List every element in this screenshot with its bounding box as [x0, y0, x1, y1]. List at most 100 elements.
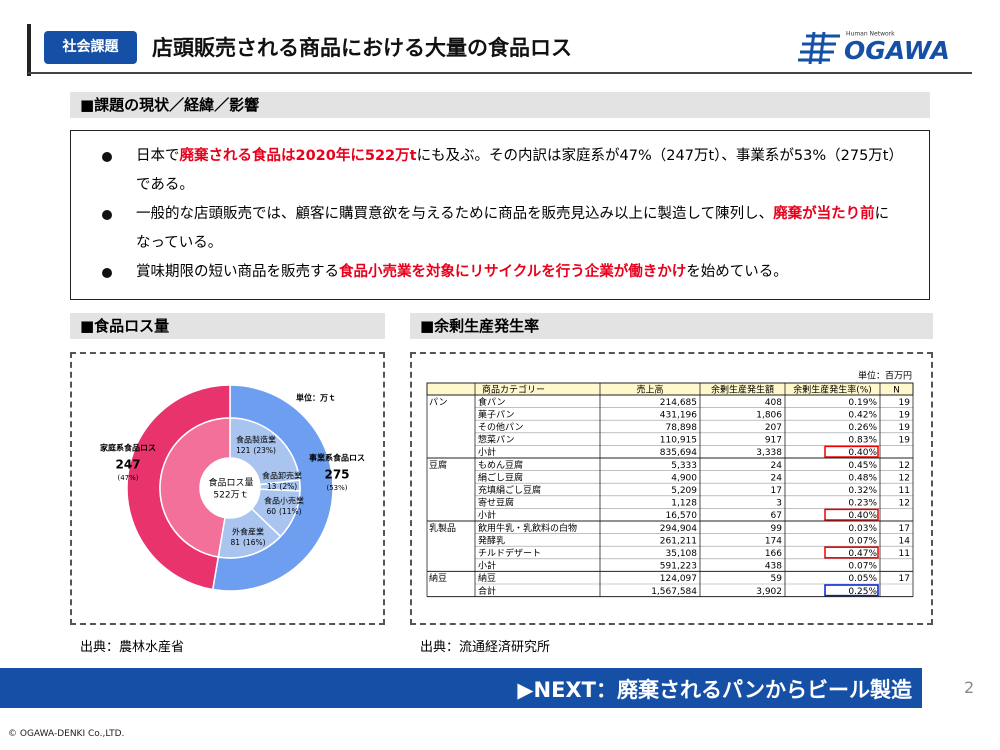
segment-share: (23%) — [253, 446, 276, 455]
source: 出典：流通経済研究所 — [420, 640, 551, 655]
cell: 1,128 — [671, 499, 697, 509]
copyright: © OGAWA-DENKI Co.,LTD. — [8, 729, 125, 739]
segment-label: 事業系食品ロス — [309, 453, 365, 463]
chart-frame — [70, 352, 385, 625]
issues-box — [70, 130, 930, 300]
cell: その他パン — [478, 421, 523, 433]
cell: 小計 — [478, 509, 496, 521]
cell: 5,209 — [671, 486, 697, 496]
cell: 0.32% — [848, 486, 877, 496]
segment-value: 60 — [266, 507, 276, 516]
cell: 0.26% — [848, 423, 877, 433]
cell: 67 — [771, 511, 782, 521]
cell: 11 — [899, 549, 910, 559]
header-cell: 余剰生産発生額 — [711, 384, 774, 396]
text: を始めている。 — [686, 264, 788, 280]
table-unit: 単位：百万円 — [858, 370, 912, 382]
cell: 19 — [899, 423, 911, 433]
cell: 78,898 — [666, 423, 698, 433]
cell: 124,097 — [660, 574, 697, 584]
section-heading: ■余剰生産発生率 — [410, 313, 933, 339]
donut-segment — [159, 417, 231, 558]
cell: 惣菜パン — [478, 434, 514, 446]
emphasis: 廃棄される食品は2020年に522万t — [179, 148, 417, 164]
title: 店頭販売される商品における大量の食品ロス — [152, 36, 572, 60]
cell: 0.07% — [848, 562, 877, 572]
cell: 35,108 — [666, 549, 698, 559]
emphasis: 廃棄が当たり前 — [773, 206, 875, 222]
table-frame — [410, 352, 933, 625]
source: 出典：農林水産省 — [80, 640, 185, 655]
cell: 214,685 — [660, 398, 697, 408]
cell: 591,223 — [660, 562, 697, 572]
logo-small: Human Network — [846, 31, 895, 38]
cell: 19 — [899, 410, 911, 420]
text: 一般的な店頭販売では、顧客に購買意欲を与えるために商品を販売見込み以上に製造して… — [136, 206, 774, 222]
highlight-box — [824, 445, 879, 458]
cell: 4,900 — [671, 473, 697, 483]
segment-value: 121 — [236, 446, 251, 455]
cell: 寄せ豆腐 — [478, 497, 514, 509]
cell: 17 — [899, 524, 910, 534]
header-cell: N — [893, 386, 900, 396]
center-label: 食品ロス量 — [208, 477, 253, 489]
text: 日本で — [136, 148, 180, 164]
segment-label: 家庭系食品ロス — [100, 443, 156, 453]
cell: 12 — [899, 461, 910, 471]
cell: 261,211 — [660, 536, 697, 546]
cell: 食パン — [478, 396, 505, 408]
segment-share: (16%) — [243, 538, 266, 547]
tag: 社会課題 — [44, 31, 137, 64]
cell: 12 — [899, 473, 910, 483]
segment-value: 247 — [115, 458, 140, 472]
cell: 0.47% — [848, 549, 877, 559]
cell: 207 — [765, 423, 782, 433]
bullet: 一般的な店頭販売では、顧客に購買意欲を与えるために商品を販売見込み以上に製造して… — [100, 200, 900, 258]
segment-label: 食品製造業 — [236, 435, 276, 445]
cell: 0.45% — [848, 461, 877, 471]
cell: 納豆 — [478, 572, 496, 584]
cell: 408 — [765, 398, 782, 408]
segment-value: 275 — [324, 468, 349, 482]
header-cell: 売上高 — [636, 384, 663, 396]
cell: 166 — [765, 549, 782, 559]
logo-icon: Human Network OGAWA — [798, 31, 950, 65]
cell: 0.83% — [848, 436, 877, 446]
text: になっている。 — [136, 206, 890, 251]
cell: チルドデザート — [478, 547, 541, 559]
cell: 絹ごし豆腐 — [478, 471, 523, 483]
segment-value-line: 13 (2%) — [267, 482, 297, 491]
cell: 110,915 — [660, 436, 697, 446]
cell: 発酵乳 — [478, 534, 505, 546]
cell: 11 — [899, 486, 910, 496]
cell: 24 — [771, 473, 783, 483]
cell: 294,904 — [660, 524, 697, 534]
text: 賞味期限の短い商品を販売する — [136, 264, 339, 280]
cell: 24 — [771, 461, 783, 471]
cell: 431,196 — [660, 410, 697, 420]
segment-label: 食品小売業 — [264, 496, 304, 506]
cell: 0.25% — [848, 587, 877, 597]
cell: 835,694 — [660, 448, 697, 458]
cell: 438 — [765, 562, 782, 572]
page-number: 2 — [964, 678, 975, 697]
cell: 3 — [776, 499, 782, 509]
segment-share: (53%) — [326, 484, 347, 492]
header-rule — [28, 72, 972, 74]
header-cell: 商品カテゴリー — [482, 384, 545, 396]
donut-segment — [229, 417, 301, 486]
cell: 174 — [765, 536, 782, 546]
emphasis: 食品小売業を対象にリサイクルを行う企業が働きかけ — [339, 264, 687, 280]
segment-share: (2%) — [279, 482, 297, 491]
group-name: 豆腐 — [429, 459, 447, 471]
bullet-list: 日本で廃棄される食品は2020年に522万tにも及ぶ。その内訳は家庭系が47%（… — [100, 142, 900, 287]
cell: 合計 — [478, 585, 496, 597]
segment-share: (47%) — [117, 474, 138, 482]
segment-value-line: 60 (11%) — [266, 507, 301, 516]
next-bar — [0, 668, 922, 708]
cell: 59 — [771, 574, 783, 584]
cell: 3,902 — [756, 587, 782, 597]
cell: 5,333 — [671, 461, 697, 471]
